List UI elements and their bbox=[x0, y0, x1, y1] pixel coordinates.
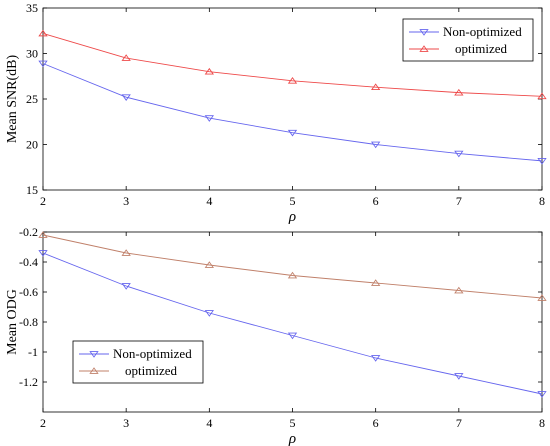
x-axis-label: ρ bbox=[288, 431, 296, 446]
y-tick-label: 15 bbox=[26, 183, 38, 197]
data-point bbox=[287, 129, 298, 137]
x-tick-label: 3 bbox=[123, 416, 129, 430]
y-tick-label: 35 bbox=[26, 1, 38, 15]
legend-box bbox=[72, 340, 204, 384]
data-point bbox=[370, 83, 381, 91]
series-line-2 bbox=[42, 234, 543, 299]
y-tick-label: -1 bbox=[28, 345, 38, 359]
x-tick-label: 2 bbox=[40, 194, 46, 208]
chart-panel-1: 2 3 4 5 6 7 8 15 20 25 30 35 ρ Mean SNR(dB) Non-optimi… bbox=[5, 1, 547, 225]
data-point bbox=[38, 60, 48, 68]
y-tick-label: -0.4 bbox=[19, 255, 38, 269]
data-point bbox=[454, 286, 464, 294]
data-point bbox=[121, 249, 131, 256]
legend-marker bbox=[419, 29, 429, 36]
x-tick-label: 7 bbox=[456, 416, 462, 430]
y-axis-label: Mean ODG bbox=[5, 289, 20, 355]
legend-label: Non-optimized bbox=[443, 24, 522, 39]
data-point bbox=[454, 373, 464, 380]
data-point bbox=[287, 77, 298, 84]
legend-box bbox=[402, 18, 534, 62]
legend-label: Non-optimized bbox=[113, 346, 192, 361]
x-tick-label: 6 bbox=[373, 416, 379, 430]
x-tick-label: 5 bbox=[290, 194, 296, 208]
y-tick-label: 30 bbox=[26, 47, 38, 61]
data-point bbox=[370, 141, 381, 149]
data-point bbox=[38, 29, 48, 37]
y-axis-label: Mean SNR(dB) bbox=[5, 55, 20, 144]
data-point bbox=[370, 355, 381, 362]
chart-panel-2: 2 3 4 5 6 7 8 -1.2 -1 -0.8 -0.6 -0.4 -0.2 ρ Mean ODG No… bbox=[5, 225, 547, 446]
x-tick-label: 8 bbox=[539, 194, 545, 208]
plot-frame bbox=[42, 231, 543, 413]
data-point bbox=[204, 261, 215, 268]
legend: Non-optimized optimized bbox=[72, 340, 204, 384]
series-line-1 bbox=[42, 63, 543, 162]
data-point bbox=[537, 92, 547, 100]
data-point bbox=[537, 294, 547, 301]
legend-label: optimized bbox=[125, 363, 177, 378]
legend-marker bbox=[89, 351, 99, 358]
legend-marker bbox=[419, 45, 429, 52]
y-tick-label: -0.8 bbox=[19, 315, 38, 329]
legend: Non-optimized optimized bbox=[402, 18, 534, 62]
data-point bbox=[204, 310, 215, 317]
series-line-1 bbox=[42, 252, 543, 395]
data-point bbox=[537, 158, 547, 165]
data-point bbox=[204, 67, 215, 75]
data-point bbox=[121, 94, 131, 101]
data-point bbox=[204, 115, 215, 122]
y-tick-label: 20 bbox=[26, 138, 38, 152]
data-point bbox=[287, 271, 298, 279]
legend-label: optimized bbox=[455, 41, 507, 56]
data-point bbox=[454, 150, 464, 158]
x-tick-label: 8 bbox=[539, 416, 545, 430]
data-point bbox=[287, 332, 298, 340]
data-point bbox=[370, 279, 381, 286]
x-tick-label: 6 bbox=[373, 194, 379, 208]
series-line-2 bbox=[42, 33, 543, 97]
y-tick-label: -1.2 bbox=[19, 375, 38, 389]
data-point bbox=[537, 391, 547, 398]
data-point bbox=[121, 54, 131, 61]
legend-marker bbox=[89, 367, 99, 374]
x-tick-label: 4 bbox=[206, 194, 212, 208]
x-tick-label: 4 bbox=[206, 416, 212, 430]
y-tick-label: 25 bbox=[26, 92, 38, 106]
y-tick-label: -0.6 bbox=[19, 285, 38, 299]
y-tick-label: -0.2 bbox=[19, 225, 38, 239]
data-point bbox=[454, 88, 464, 96]
x-tick-label: 3 bbox=[123, 194, 129, 208]
data-point bbox=[38, 231, 48, 238]
data-point bbox=[38, 250, 48, 257]
x-axis-label: ρ bbox=[288, 209, 296, 225]
x-tick-label: 7 bbox=[456, 194, 462, 208]
x-tick-label: 2 bbox=[40, 416, 46, 430]
x-tick-label: 5 bbox=[290, 416, 296, 430]
data-point bbox=[121, 283, 131, 290]
